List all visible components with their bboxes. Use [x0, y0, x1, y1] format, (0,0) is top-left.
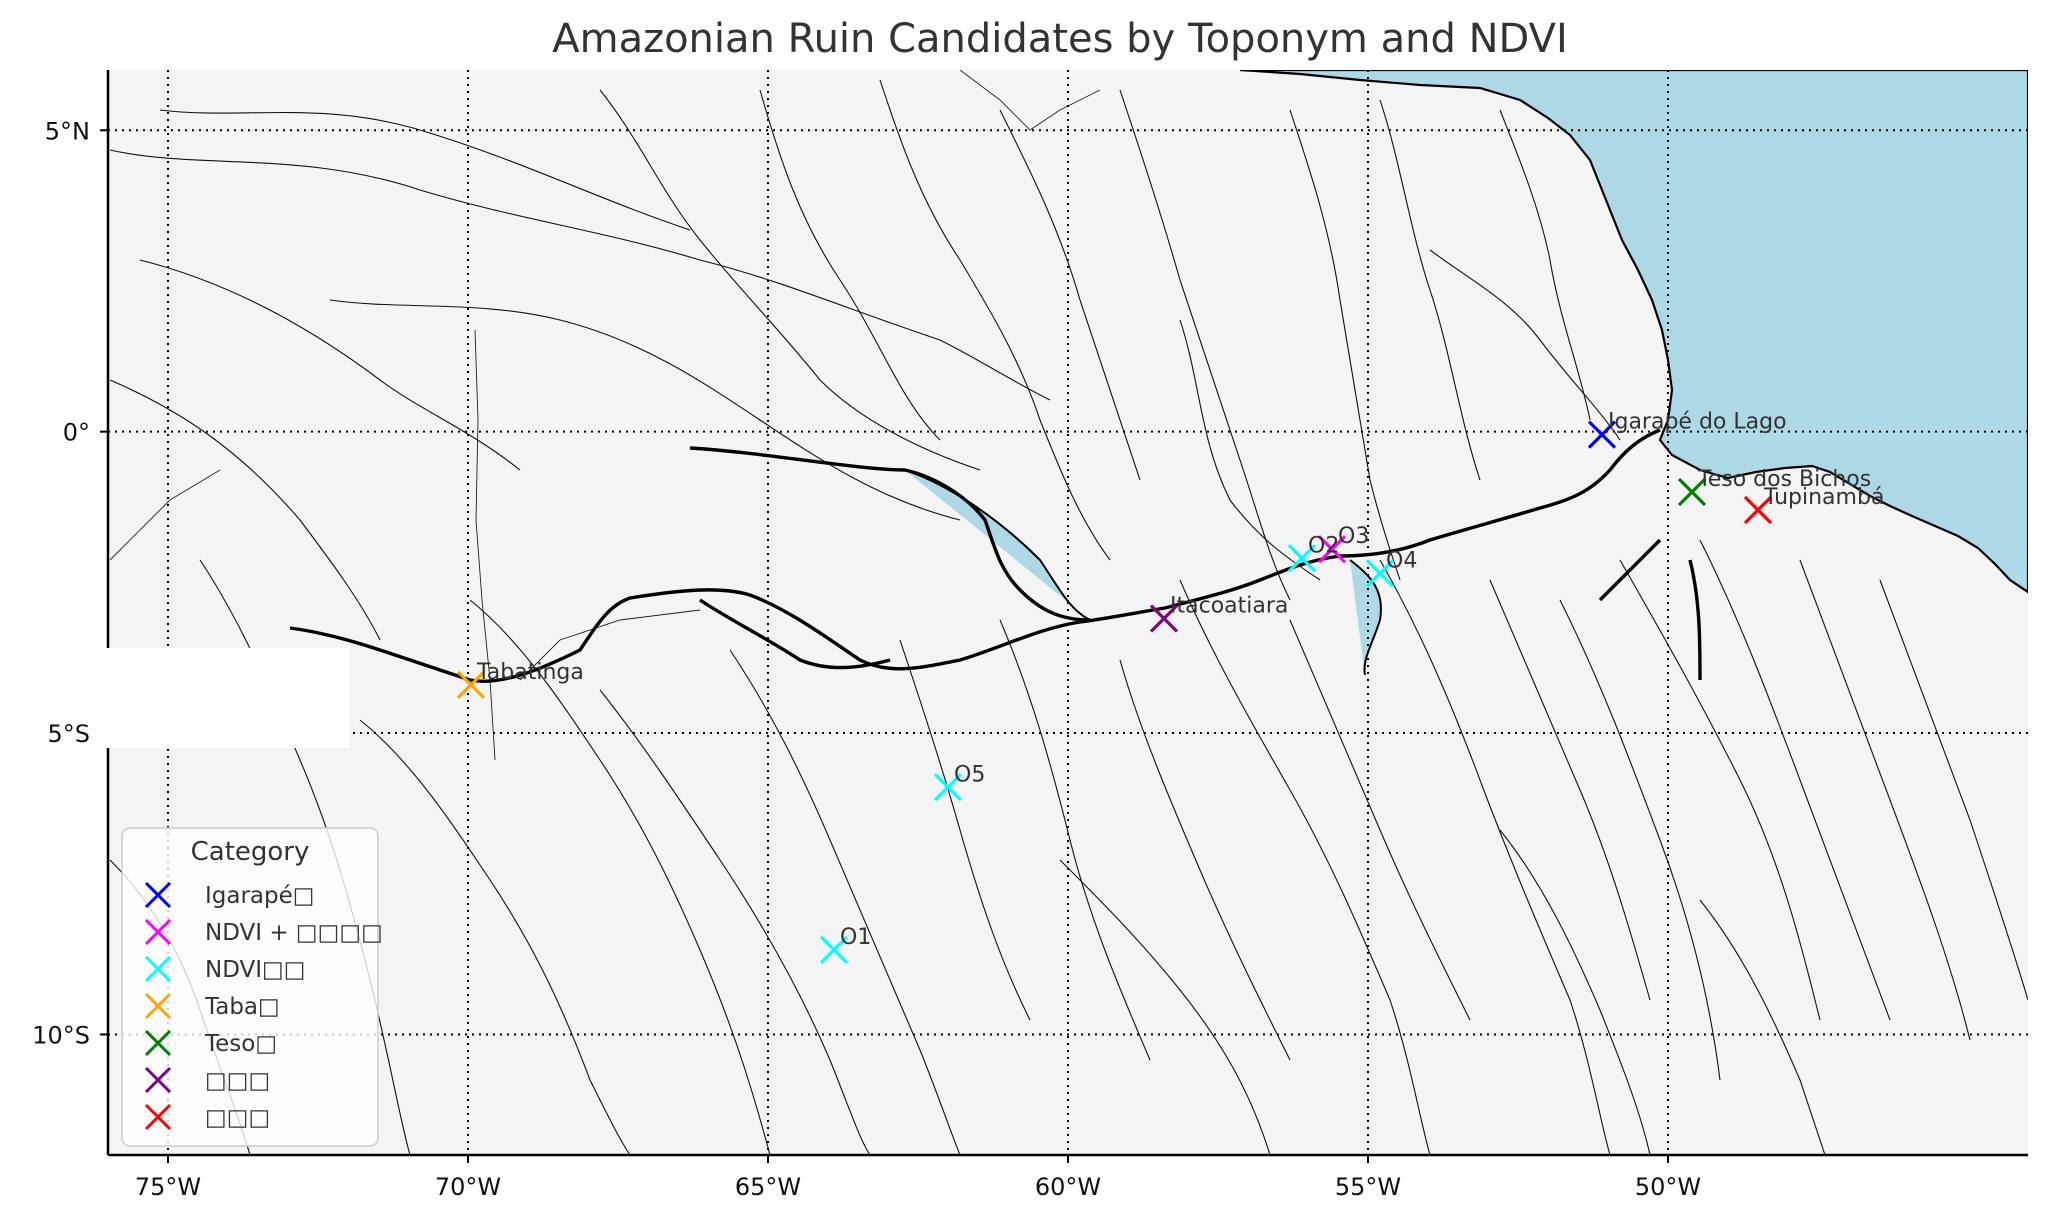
legend: Category Igarapé□ NDVI + □□□□ NDVI□□ Taba□ T…	[121, 827, 383, 1147]
site-marker	[1743, 495, 1773, 525]
legend-label: □□□	[205, 1068, 270, 1094]
site-marker	[1365, 559, 1395, 588]
x-tick-label: 75°W	[135, 1173, 201, 1201]
country-borders	[109, 70, 1101, 761]
site-marker	[1149, 604, 1179, 633]
amazon-river	[289, 428, 1702, 683]
site-marker	[819, 935, 849, 965]
site-marker	[1587, 420, 1617, 449]
x-tick-label: 70°W	[435, 1173, 501, 1201]
y-tick-label: 0°	[63, 419, 90, 447]
legend-box	[121, 827, 379, 1147]
legend-label: Teso□	[204, 1031, 277, 1057]
legend-label: □□□	[205, 1105, 270, 1131]
site-label: O3	[1338, 524, 1369, 549]
y-tick-label: 10°S	[32, 1021, 90, 1049]
site-label: O5	[954, 762, 985, 787]
y-tick-label: 5°S	[47, 720, 90, 748]
legend-marker	[144, 881, 172, 909]
legend-marker	[144, 992, 172, 1020]
legend-label: Igarapé□	[205, 883, 315, 909]
white-patch	[100, 648, 350, 748]
site-label: O1	[840, 925, 871, 950]
legend-label: Taba□	[204, 994, 280, 1020]
x-tick-label: 50°W	[1635, 1173, 1701, 1201]
site-label: Tupinambá	[1763, 485, 1884, 510]
map-area	[108, 70, 2028, 1155]
site-label: Teso dos Bichos	[1697, 467, 1871, 492]
site-marker	[1287, 544, 1317, 573]
site-marker	[456, 670, 486, 699]
x-tick-label: 60°W	[1035, 1173, 1101, 1201]
legend-marker	[144, 1066, 172, 1094]
legend-label: NDVI + □□□□	[205, 920, 383, 946]
map-title: Amazonian Ruin Candidates by Toponym and…	[552, 16, 1568, 62]
ocean	[1239, 70, 2028, 594]
site-marker	[933, 773, 963, 802]
x-tick-label: 65°W	[735, 1173, 801, 1201]
legend-entries: Igarapé□ NDVI + □□□□ NDVI□□ Taba□ Teso□ □□□ □□…	[144, 881, 383, 1131]
site-marker	[1677, 477, 1707, 507]
y-tick-label: 5°N	[45, 117, 90, 145]
site-marker	[1317, 535, 1347, 564]
site-label: Itacoatiara	[1170, 594, 1288, 619]
x-tick-label: 55°W	[1335, 1173, 1401, 1201]
legend-marker	[144, 955, 172, 983]
legend-marker	[144, 1103, 172, 1131]
site-label: O4	[1386, 548, 1417, 573]
legend-title: Category	[191, 837, 310, 867]
site-label: Tabatinga	[476, 660, 584, 685]
axis-ticks: 75°W 70°W 65°W 60°W 55°W 50°W 5°N 0° 5°S 10°S	[32, 117, 1701, 1201]
legend-label: NDVI□□	[205, 957, 306, 983]
legend-marker	[144, 1029, 172, 1057]
site-label: Igarapé do Lago	[1608, 410, 1787, 435]
legend-marker	[144, 918, 172, 946]
site-label: O2	[1308, 533, 1339, 558]
rivers	[109, 79, 2028, 1155]
